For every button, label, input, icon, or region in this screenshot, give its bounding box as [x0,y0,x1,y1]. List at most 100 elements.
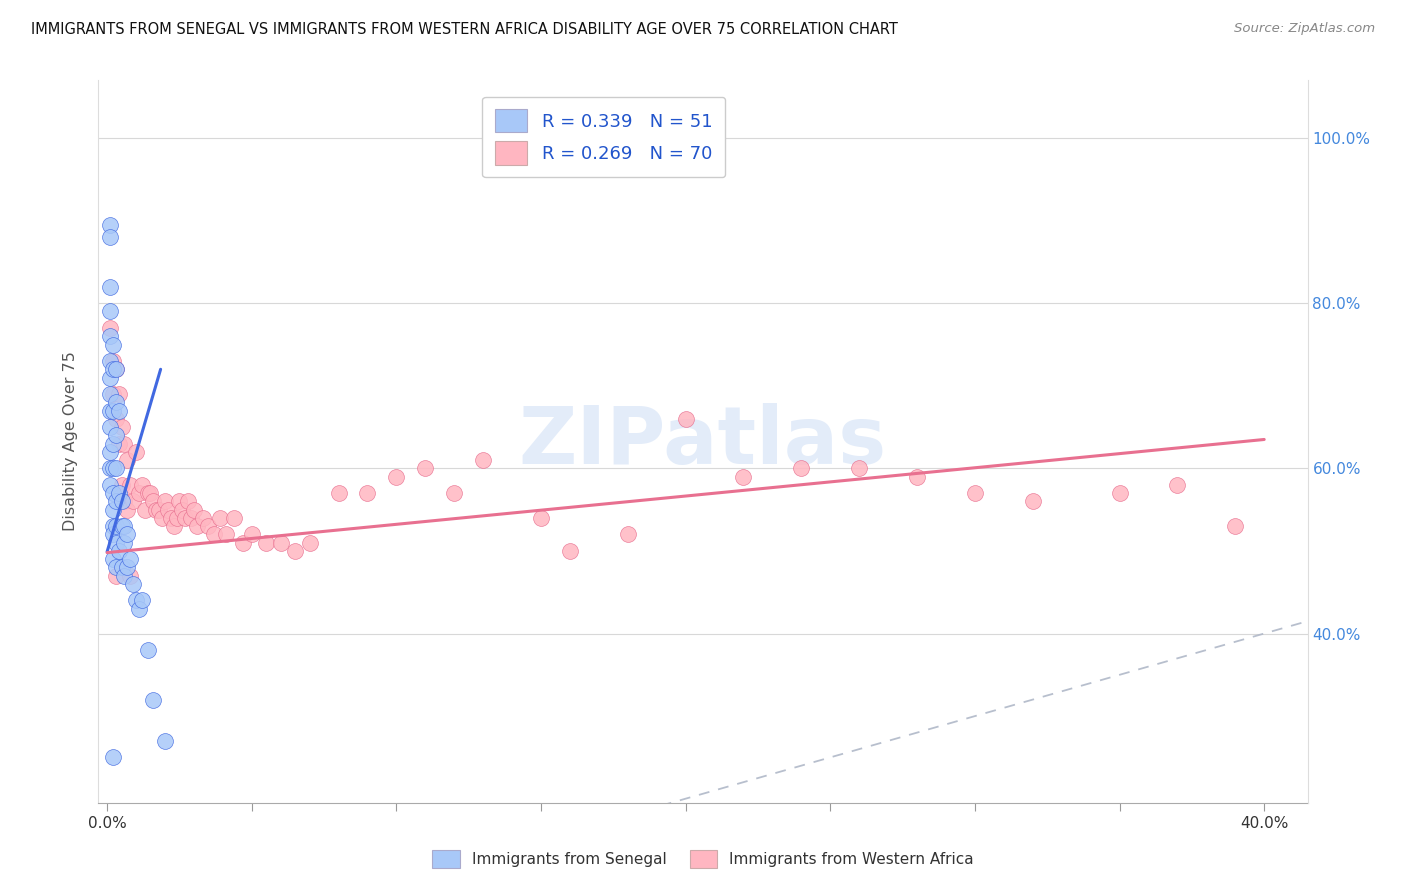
Point [101,337,124,351]
Point [122,494,145,508]
Point [98,218,121,232]
Point [101,354,124,368]
Point [104,560,127,574]
Point [101,502,124,516]
Point [356,486,378,500]
Point [101,362,124,376]
Point [142,494,165,508]
Point [110,519,132,533]
Point [104,494,127,508]
Point [117,502,139,516]
Text: Source: ZipAtlas.com: Source: ZipAtlas.com [1234,22,1375,36]
Point [101,387,124,401]
Point [1022,494,1045,508]
Point [385,469,408,483]
Point [174,511,197,525]
Point [298,535,321,549]
Point [413,461,436,475]
Point [114,568,136,582]
Point [128,601,150,615]
Point [110,560,132,574]
Point [166,511,188,525]
Point [98,403,121,417]
Point [101,436,124,450]
Text: IMMIGRANTS FROM SENEGAL VS IMMIGRANTS FROM WESTERN AFRICA DISABILITY AGE OVER 75: IMMIGRANTS FROM SENEGAL VS IMMIGRANTS FR… [31,22,898,37]
Point [150,511,173,525]
Point [104,395,127,409]
Point [530,511,553,525]
Point [848,461,870,475]
Point [98,230,121,244]
Point [136,643,159,657]
Point [125,593,148,607]
Point [270,535,292,549]
Point [472,453,495,467]
Point [98,304,121,318]
Point [131,593,153,607]
Point [1225,519,1247,533]
Point [136,486,159,500]
Point [101,486,124,500]
Point [191,511,214,525]
Point [104,535,127,549]
Point [169,494,191,508]
Legend: Immigrants from Senegal, Immigrants from Western Africa: Immigrants from Senegal, Immigrants from… [425,843,981,875]
Point [101,519,124,533]
Point [117,560,139,574]
Point [733,469,755,483]
Point [139,486,162,500]
Point [215,527,238,541]
Point [148,502,170,516]
Point [104,362,127,376]
Point [98,329,121,343]
Point [110,494,132,508]
Point [125,445,148,459]
Point [790,461,813,475]
Point [183,502,205,516]
Point [120,568,142,582]
Point [120,552,142,566]
Point [1166,478,1188,492]
Point [328,486,350,500]
Point [107,544,129,558]
Point [107,387,129,401]
Text: ZIPatlas: ZIPatlas [519,402,887,481]
Point [101,552,124,566]
Point [114,436,136,450]
Point [98,420,121,434]
Point [120,478,142,492]
Point [104,428,127,442]
Point [145,502,167,516]
Point [107,486,129,500]
Point [159,511,181,525]
Point [98,370,121,384]
Point [172,502,194,516]
Point [128,486,150,500]
Point [443,486,465,500]
Legend: R = 0.339   N = 51, R = 0.269   N = 70: R = 0.339 N = 51, R = 0.269 N = 70 [482,96,725,178]
Point [107,403,129,417]
Point [114,535,136,549]
Point [177,494,200,508]
Point [104,362,127,376]
Point [98,354,121,368]
Point [284,544,307,558]
Point [232,535,254,549]
Point [197,519,219,533]
Point [131,478,153,492]
Point [101,527,124,541]
Point [117,527,139,541]
Point [1108,486,1130,500]
Point [202,527,225,541]
Point [101,750,124,764]
Point [110,478,132,492]
Point [186,519,208,533]
Point [101,461,124,475]
Point [254,535,277,549]
Point [104,412,127,426]
Point [153,734,176,748]
Point [558,544,581,558]
Point [98,445,121,459]
Point [208,511,231,525]
Point [98,279,121,293]
